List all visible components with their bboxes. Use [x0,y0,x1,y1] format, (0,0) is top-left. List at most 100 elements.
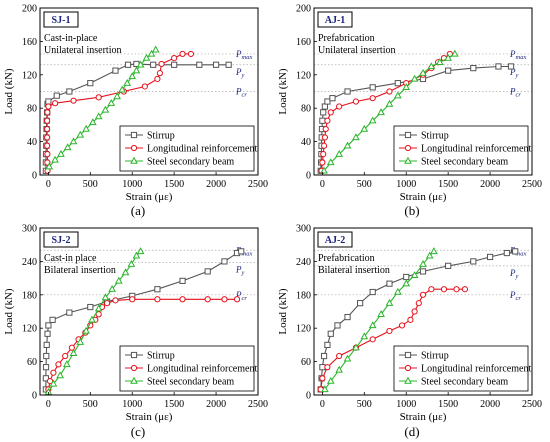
series-2-point-14 [141,83,148,90]
y-tick-label-2: 40 [301,137,311,148]
reference-label-pcr: Pcr [509,87,521,99]
y-tick-label-6: 200 [296,4,311,15]
series-3-point-9 [94,304,103,312]
series-3-point-5 [69,349,78,356]
series-2-point-11 [95,311,102,318]
x-tick-label-1: 0 [320,179,325,190]
y-tick-label-3: 80 [301,104,311,115]
series-3-point-5 [69,137,78,145]
series-1-point-18 [171,61,178,68]
series-1-point-8 [320,109,327,116]
legend-swatch-marker-3 [130,156,138,164]
y-tick-label-4: 180 [22,290,37,301]
y-tick-label-3: 80 [27,104,37,115]
series-1-point-21 [225,61,232,68]
series-3-point-17 [451,49,459,57]
series-3-point-11 [108,285,116,292]
series-3-point-14 [427,62,436,70]
series-1-point-8 [344,313,351,321]
series-3-point-4 [62,360,71,368]
specimen-description-line-2: Bilateral insertion [318,265,390,276]
reference-label-pcr-main: P [509,290,516,300]
y-tick-label-5: 240 [22,257,37,268]
x-tick-label-1: 0 [46,399,51,410]
series-2-point-18 [171,55,178,62]
reference-label-pcr-subscript: cr [516,295,522,302]
specimen-description-line-1: Cast-in-place [44,33,98,44]
series-3-point-3 [335,365,344,373]
x-tick-label-4: 1500 [438,179,458,190]
reference-label-pcr: Pcr [235,87,247,99]
y-tick-label-4: 180 [296,290,311,301]
series-1-point-6 [327,330,334,337]
specimen-tag-box [317,11,353,28]
series-2-point-12 [419,291,427,298]
series-1-point-7 [45,322,52,329]
legend-label-3: Steel secondary beam [421,157,508,168]
series-3-point-19 [147,49,156,57]
legend-swatch-marker-1 [404,131,412,139]
legend-swatch-marker-3 [130,376,138,384]
x-tick-label-6: 2500 [522,179,542,190]
series-3-point-18 [142,53,151,61]
y-tick-label-2: 40 [27,137,37,148]
series-1-point-18 [238,248,245,255]
series-2-point-8 [398,322,406,329]
specimen-description-line-1: Cast-in place [44,253,97,264]
reference-label-pmax: Pmax [509,49,526,61]
legend-label-2: Longitudinal reinforcement [147,144,257,155]
series-1-point-16 [486,253,494,261]
specimen-description-line-2: Bilateral insertion [44,265,116,276]
series-1-point-11 [386,280,393,287]
series-3-point-8 [88,315,96,323]
series-3-point-9 [385,298,394,306]
reference-label-pmax-subscript: max [516,250,527,257]
y-tick-label-6: 200 [22,4,37,15]
series-1-point-2 [42,375,49,382]
series-3-point-12 [113,92,121,100]
series-1-point-16 [221,258,228,265]
reference-label-py: Py [509,268,519,280]
series-2-point-4 [336,352,343,360]
reference-label-pmax-subscript: max [516,54,527,61]
series-2-point-10 [51,100,59,107]
series-3-point-12 [410,271,419,279]
x-axis-title: Strain (με) [400,411,447,423]
series-1-point-13 [369,84,376,91]
series-2-point-14 [112,297,119,304]
x-tick-label-5: 2000 [206,399,226,410]
series-2-point-18 [204,296,211,303]
series-2-point-17 [158,60,165,68]
series-2-point-16 [154,296,161,303]
reference-label-py-subscript: y [515,273,519,280]
series-3-point-8 [377,310,385,317]
legend-swatch-marker-1 [404,351,412,359]
series-3-point-12 [410,74,419,82]
series-3-point-11 [402,279,411,287]
x-axis-title: Strain (με) [400,191,447,203]
reference-label-pmax: Pmax [235,49,252,61]
series-2-point-8 [44,109,51,116]
series-2-point-17 [179,296,186,303]
series-1-point-16 [445,67,452,74]
reference-label-py-main: P [235,67,242,77]
series-3-point-8 [377,108,385,116]
series-3-point-10 [393,91,402,99]
legend-label-1: Stirrup [147,351,175,362]
x-axis-title: Strain (με) [126,191,173,203]
series-2-point-14 [440,286,448,293]
x-axis-title: Strain (με) [126,411,173,423]
series-1-point-18 [495,63,502,70]
series-3-point-7 [82,124,90,132]
x-tick-label-5: 2000 [480,179,500,190]
series-3-point-9 [94,112,103,120]
series-2-point-10 [411,308,418,315]
series-1-point-7 [334,322,341,329]
series-1-point-13 [419,268,427,275]
series-2-point-3 [320,151,327,158]
legend-swatch-marker-2 [130,364,138,372]
legend-label-1: Stirrup [147,131,175,142]
reference-label-pcr-subscript: cr [242,92,248,99]
series-1-point-3 [319,364,326,371]
reference-label-pmax-subscript: max [242,54,253,61]
